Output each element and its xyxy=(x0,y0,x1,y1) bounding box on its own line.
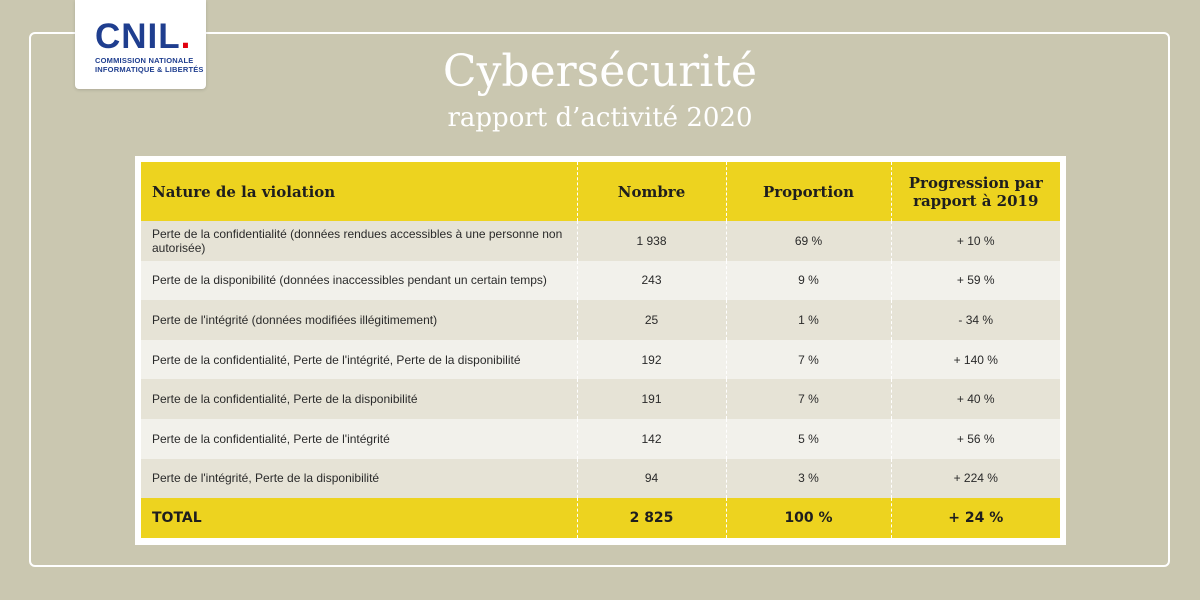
cell-proportion: 1 % xyxy=(725,300,891,340)
cell-proportion: 69 % xyxy=(725,221,891,261)
table-row: Perte de la confidentialité (données ren… xyxy=(141,221,1060,261)
total-nombre: 2 825 xyxy=(576,498,726,539)
total-progression: + 24 % xyxy=(890,498,1060,539)
logo-red-dot: . xyxy=(180,17,192,56)
page-title: Cybersécurité xyxy=(442,46,758,97)
data-table-card: Nature de la violation Nombre Proportion… xyxy=(135,156,1066,545)
table-total-row: TOTAL 2 825 100 % + 24 % xyxy=(141,498,1060,539)
table-row: Perte de la confidentialité, Perte de la… xyxy=(141,379,1060,419)
logo-wordmark: CNIL. xyxy=(95,19,206,54)
cell-nature: Perte de la confidentialité (données ren… xyxy=(152,226,563,255)
cell-nombre: 1 938 xyxy=(576,221,726,261)
content-frame xyxy=(29,32,1170,567)
cell-nombre: 142 xyxy=(576,418,726,459)
cell-proportion: 7 % xyxy=(725,339,891,380)
logo-line-2: INFORMATIQUE & LIBERTÉS xyxy=(95,65,204,74)
cell-nature: Perte de la confidentialité, Perte de l'… xyxy=(152,352,521,367)
cell-nature: Perte de l'intégrité, Perte de la dispon… xyxy=(152,471,380,486)
cell-progression: - 34 % xyxy=(890,300,1060,340)
logo-word: CNIL xyxy=(95,17,181,56)
cell-nature: Perte de la confidentialité, Perte de l'… xyxy=(152,431,390,446)
cell-nature: Perte de la confidentialité, Perte de la… xyxy=(152,392,418,407)
cell-progression: + 224 % xyxy=(890,458,1060,499)
column-header-nature: Nature de la violation xyxy=(152,182,336,201)
total-label: TOTAL xyxy=(152,510,202,527)
cell-nombre: 94 xyxy=(576,458,726,499)
cnil-logo: CNIL. COMMISSION NATIONALE INFORMATIQUE … xyxy=(75,0,206,89)
column-header-proportion: Proportion xyxy=(725,162,891,221)
cell-nature: Perte de l'intégrité (données modifiées … xyxy=(152,312,438,327)
logo-line-1: COMMISSION NATIONALE xyxy=(95,56,194,65)
cell-proportion: 9 % xyxy=(725,260,891,301)
table-row: Perte de la confidentialité, Perte de l'… xyxy=(141,418,1060,459)
cell-nombre: 192 xyxy=(576,339,726,380)
table-row: Perte de la confidentialité, Perte de l'… xyxy=(141,339,1060,380)
column-header-progression: Progression par rapport à 2019 xyxy=(890,162,1060,221)
page-subtitle: rapport d’activité 2020 xyxy=(447,103,753,133)
cell-progression: + 59 % xyxy=(890,260,1060,301)
cell-nombre: 191 xyxy=(576,379,726,419)
column-header-nombre: Nombre xyxy=(576,162,726,221)
table-header-row: Nature de la violation Nombre Proportion… xyxy=(141,162,1060,221)
cell-proportion: 7 % xyxy=(725,379,891,419)
cell-progression: + 56 % xyxy=(890,418,1060,459)
cell-proportion: 5 % xyxy=(725,418,891,459)
total-proportion: 100 % xyxy=(725,498,891,539)
cell-progression: + 10 % xyxy=(890,221,1060,261)
cell-nombre: 25 xyxy=(576,300,726,340)
logo-subtitle: COMMISSION NATIONALE INFORMATIQUE & LIBE… xyxy=(95,56,206,74)
table-row: Perte de l'intégrité (données modifiées … xyxy=(141,300,1060,340)
cell-nombre: 243 xyxy=(576,260,726,301)
cell-proportion: 3 % xyxy=(725,458,891,499)
cell-progression: + 40 % xyxy=(890,379,1060,419)
cell-nature: Perte de la disponibilité (données inacc… xyxy=(152,273,547,288)
cell-progression: + 140 % xyxy=(890,339,1060,380)
violations-table: Nature de la violation Nombre Proportion… xyxy=(141,162,1060,539)
table-row: Perte de l'intégrité, Perte de la dispon… xyxy=(141,458,1060,499)
table-row: Perte de la disponibilité (données inacc… xyxy=(141,260,1060,301)
